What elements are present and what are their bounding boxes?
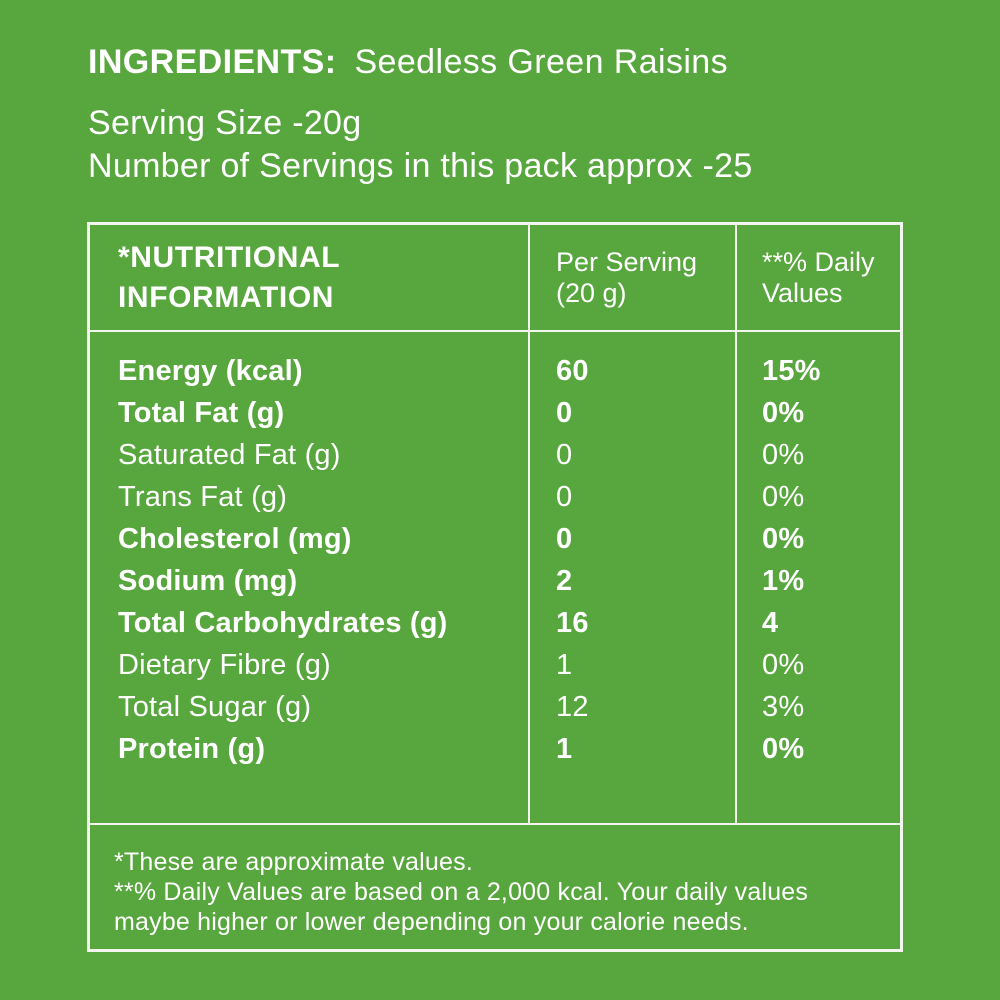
nutrition-table: *NUTRITIONAL INFORMATION Per Serving (20…: [87, 222, 903, 952]
table-main: *NUTRITIONAL INFORMATION Per Serving (20…: [90, 225, 900, 823]
table-body: Energy (kcal) 60 15% Total Fat (g) 0 0% Satura…: [90, 332, 900, 823]
table-row: Trans Fat (g) 0 0%: [90, 476, 900, 518]
column-divider-1: [528, 225, 530, 823]
table-header-row: *NUTRITIONAL INFORMATION Per Serving (20…: [90, 225, 900, 332]
nutrient-label: Total Fat (g): [118, 396, 285, 429]
header-per-serving: Per Serving (20 g): [556, 246, 698, 308]
header-daily-values: **% Daily Values: [762, 246, 875, 308]
header-nutritional-information: *NUTRITIONAL INFORMATION: [118, 240, 341, 314]
table-row: Cholesterol (mg) 0 0%: [90, 518, 900, 560]
nutrient-label: Total Carbohydrates (g): [118, 606, 448, 639]
per-serving-value: 1: [556, 732, 573, 765]
daily-value: 1%: [762, 564, 805, 597]
table-row: Sodium (mg) 2 1%: [90, 560, 900, 602]
per-serving-value: 16: [556, 606, 589, 639]
serving-info: Serving Size -20g Number of Servings in …: [88, 102, 940, 188]
serving-size-line: Serving Size -20g: [88, 104, 362, 142]
daily-value: 0%: [762, 522, 805, 555]
table-row: Total Fat (g) 0 0%: [90, 392, 900, 434]
per-serving-value: 0: [556, 396, 573, 429]
servings-count-line: Number of Servings in this pack approx -…: [88, 147, 753, 185]
per-serving-value: 60: [556, 354, 589, 387]
intro-section: INGREDIENTS: Seedless Green Raisins Servi…: [88, 42, 940, 188]
ingredients-value: Seedless Green Raisins: [354, 43, 729, 81]
table-row: Total Carbohydrates (g) 16 4: [90, 602, 900, 644]
nutrient-label: Energy (kcal): [118, 354, 303, 387]
daily-value: 0%: [762, 480, 805, 513]
nutrient-label: Protein (g): [118, 732, 266, 765]
nutrient-label: Dietary Fibre (g): [118, 648, 331, 681]
daily-value: 3%: [762, 690, 805, 723]
nutrient-label: Trans Fat (g): [118, 480, 288, 513]
table-row: Dietary Fibre (g) 1 0%: [90, 644, 900, 686]
table-row: Protein (g) 1 0%: [90, 728, 900, 770]
daily-value: 0%: [762, 438, 805, 471]
per-serving-value: 12: [556, 690, 589, 723]
nutrient-label: Saturated Fat (g): [118, 438, 341, 471]
table-row: Saturated Fat (g) 0 0%: [90, 434, 900, 476]
per-serving-value: 0: [556, 438, 573, 471]
per-serving-value: 2: [556, 564, 573, 597]
footnote-daily-values: **% Daily Values are based on a 2,000 kc…: [114, 878, 809, 936]
footnotes-section: *These are approximate values. **% Daily…: [90, 823, 900, 949]
per-serving-value: 0: [556, 522, 573, 555]
footnote-approximate: *These are approximate values.: [114, 848, 473, 876]
nutrient-label: Cholesterol (mg): [118, 522, 352, 555]
per-serving-value: 0: [556, 480, 573, 513]
daily-value: 15%: [762, 354, 821, 387]
table-row: Total Sugar (g) 12 3%: [90, 686, 900, 728]
ingredients-line: INGREDIENTS: Seedless Green Raisins: [88, 42, 940, 82]
daily-value: 0%: [762, 732, 805, 765]
daily-value: 0%: [762, 648, 805, 681]
ingredients-label: INGREDIENTS:: [88, 43, 337, 81]
table-row: Energy (kcal) 60 15%: [90, 350, 900, 392]
nutrient-label: Sodium (mg): [118, 564, 298, 597]
per-serving-value: 1: [556, 648, 573, 681]
daily-value: 4: [762, 606, 779, 639]
daily-value: 0%: [762, 396, 805, 429]
column-divider-2: [735, 225, 737, 823]
nutrient-label: Total Sugar (g): [118, 690, 312, 723]
